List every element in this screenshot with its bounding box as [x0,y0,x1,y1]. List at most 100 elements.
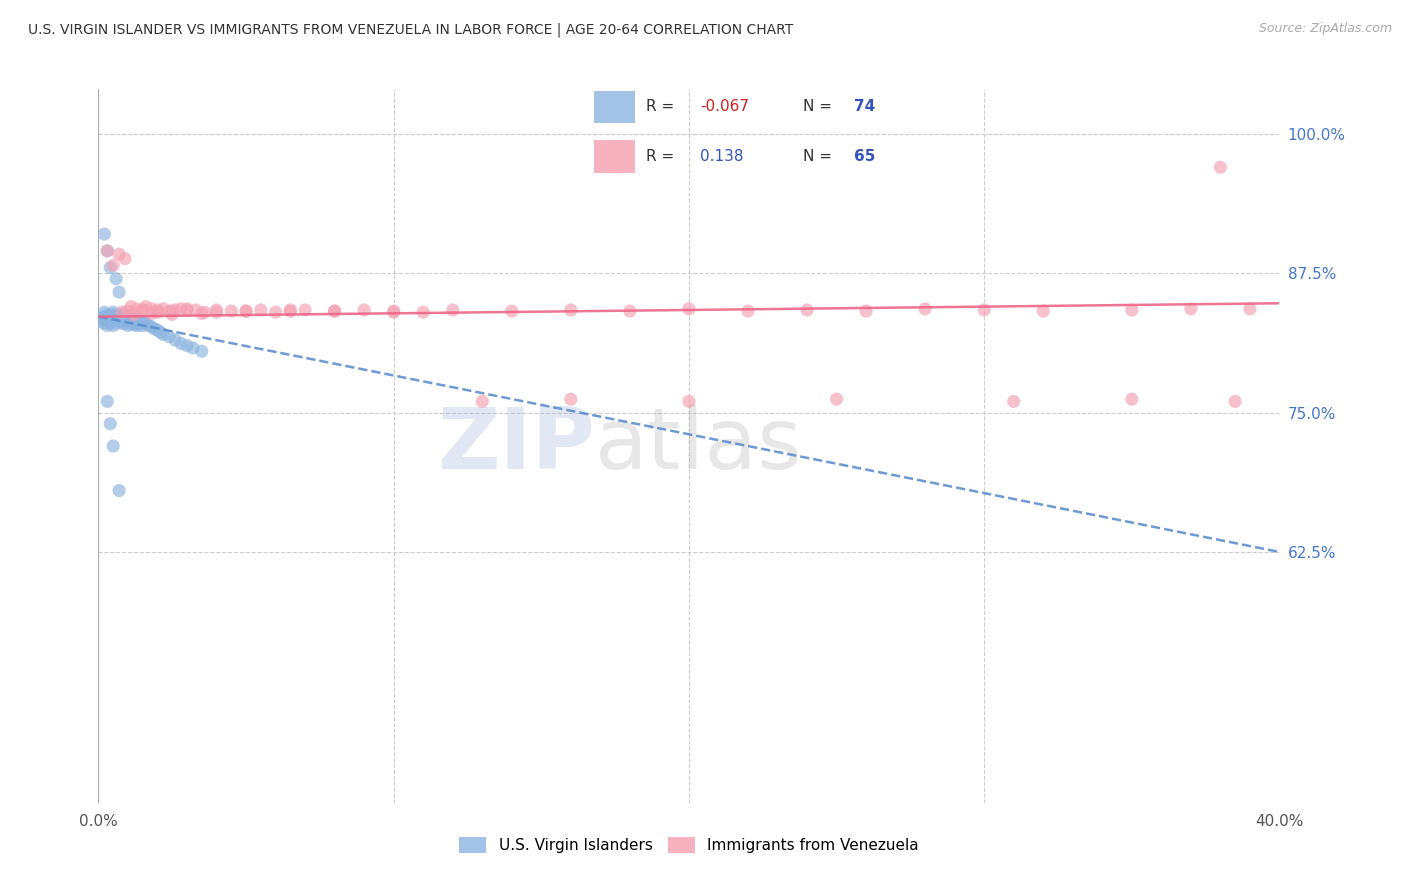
Point [128,314,150,328]
Point [280,303,302,318]
Point [250,303,273,318]
FancyBboxPatch shape [595,140,634,173]
Point [122,314,145,328]
Point [111,307,134,322]
Point [117,304,139,318]
Point [138,318,160,333]
Point [141,319,163,334]
Point [125,313,148,327]
Point [98,314,121,328]
Point [176,338,198,352]
Text: R =: R = [645,149,679,164]
Point [157,304,180,318]
Point [96,244,118,258]
Point [120,310,142,325]
Point [114,310,136,325]
Point [146,305,169,319]
Text: 0.138: 0.138 [700,149,744,164]
Point [235,304,257,318]
Point [96,314,118,328]
Point [96,244,118,258]
Point [103,439,125,453]
Point [93,316,115,330]
Point [1239,301,1261,316]
Point [165,303,187,318]
Point [141,306,163,320]
Point [135,300,157,314]
Point [108,285,131,299]
Point [132,303,155,318]
Point [98,316,121,330]
Legend: U.S. Virgin Islanders, Immigrants from Venezuela: U.S. Virgin Islanders, Immigrants from V… [453,831,925,859]
Point [560,392,582,406]
Point [165,333,187,347]
Point [1121,392,1143,406]
Point [176,301,198,316]
Point [108,247,131,261]
Point [128,318,150,332]
Point [412,305,434,319]
Point [501,304,523,318]
Point [1209,161,1232,175]
Point [152,327,174,342]
Point [103,314,125,328]
Text: U.S. VIRGIN ISLANDER VS IMMIGRANTS FROM VENEZUELA IN LABOR FORCE | AGE 20-64 COR: U.S. VIRGIN ISLANDER VS IMMIGRANTS FROM … [28,22,793,37]
Point [93,305,115,319]
Point [111,305,134,319]
Text: R =: R = [645,99,679,114]
Point [108,311,131,326]
Point [103,305,125,319]
Point [143,322,166,336]
Point [93,310,115,325]
Point [105,309,128,323]
Point [98,417,121,431]
Point [105,313,128,327]
Point [235,304,257,318]
Text: Source: ZipAtlas.com: Source: ZipAtlas.com [1258,22,1392,36]
Point [98,310,121,324]
Text: 74: 74 [853,99,876,114]
Point [125,318,148,333]
Point [146,303,169,318]
Point [114,313,136,327]
Point [103,307,125,322]
Point [122,318,145,332]
Point [176,303,198,318]
Point [181,341,204,355]
Point [98,260,121,275]
Point [96,394,118,409]
Point [96,318,118,333]
Point [103,318,125,333]
Point [678,301,700,316]
Point [191,344,214,359]
Point [96,310,118,324]
Point [125,315,148,329]
Point [103,310,125,325]
Point [105,316,128,330]
Point [471,394,494,409]
Point [108,307,131,322]
Point [1225,394,1247,409]
Point [105,271,128,285]
Point [125,301,148,316]
Point [114,309,136,323]
Point [117,310,139,324]
Point [825,392,848,406]
Point [152,301,174,316]
Point [114,316,136,330]
Point [973,303,995,318]
Point [1032,304,1054,318]
Point [141,301,163,316]
Point [382,305,405,319]
Point [619,304,641,318]
Point [105,310,128,325]
Point [96,307,118,322]
Point [120,300,142,314]
Point [114,252,136,266]
Point [353,303,375,318]
Point [678,394,700,409]
Point [205,303,228,318]
Point [1121,303,1143,318]
Point [132,318,155,333]
Point [146,323,169,337]
